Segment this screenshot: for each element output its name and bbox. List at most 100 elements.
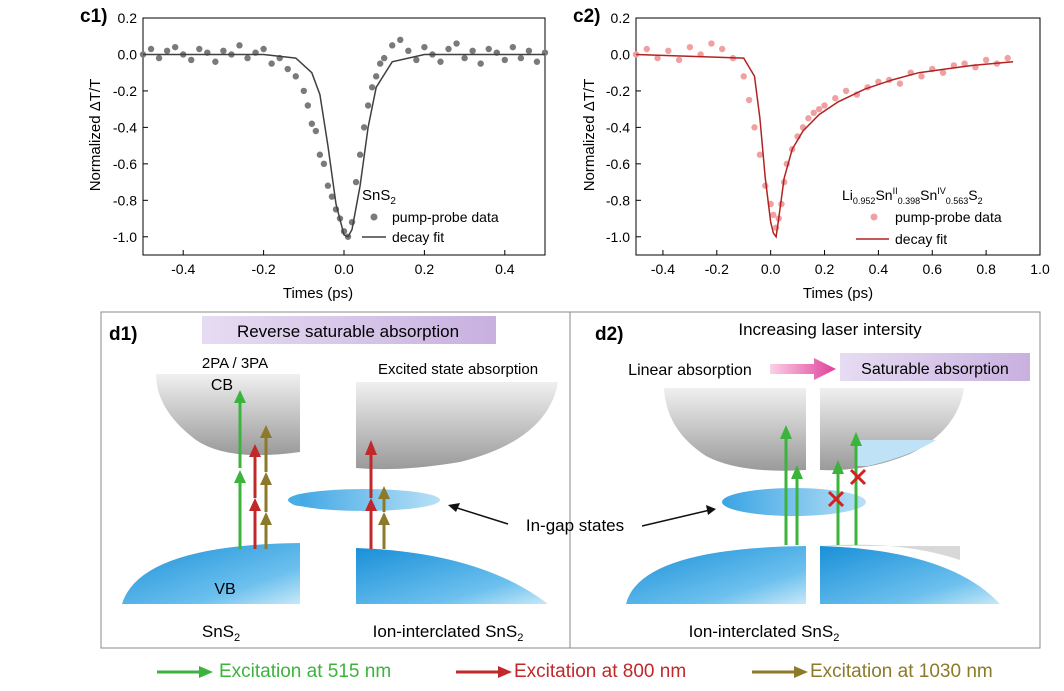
- arrow-1030-right: [378, 486, 390, 549]
- x-tick-label: 0.0: [761, 261, 781, 277]
- arrows-d1: [234, 390, 390, 549]
- label-increasing-intensity: Increasing laser intersity: [738, 320, 922, 339]
- arrow-1030-icon: [752, 666, 808, 678]
- x-tick-label: 0.2: [815, 261, 835, 277]
- arrow-515-2pa: [234, 390, 246, 549]
- legend-marker-data-c2: [870, 213, 878, 221]
- x-tick-label: -0.2: [705, 261, 729, 277]
- data-point: [381, 54, 388, 62]
- x-tick-label: 0.6: [923, 261, 943, 277]
- legend-800: Excitation at 800 nm: [454, 661, 686, 683]
- data-point: [308, 120, 316, 127]
- banner-reverse-saturable-text: Reverse saturable absorption: [237, 322, 459, 341]
- data-point: [708, 40, 715, 47]
- x-axis-label-c1: Times (ps): [283, 285, 353, 302]
- series-decay-fit-c1: [143, 53, 545, 238]
- data-point: [501, 56, 508, 64]
- data-point: [212, 58, 219, 65]
- arrow-800-right: [365, 440, 377, 549]
- y-tick-label: 0.0: [118, 46, 138, 62]
- panel-label-d2: d2): [595, 324, 624, 345]
- x-tick-label: 0.4: [869, 261, 889, 277]
- annotation-c1: SnS2: [362, 187, 396, 207]
- in-gap-states-d1-left: [288, 494, 300, 506]
- conduction-band-right-d1: [356, 382, 558, 470]
- data-point: [155, 54, 163, 62]
- data-point: [842, 87, 850, 95]
- data-point: [188, 56, 195, 64]
- legend-515-label: Excitation at 515 nm: [219, 661, 392, 682]
- data-point: [485, 45, 492, 53]
- data-point: [643, 45, 650, 53]
- data-point: [509, 43, 517, 51]
- y-tick-label: -1.0: [606, 229, 630, 245]
- series-pump-probe-c1: [139, 36, 549, 240]
- data-point: [770, 211, 777, 219]
- legend-marker-data-c1: [370, 213, 378, 221]
- y-tick-label: -1.0: [113, 229, 137, 245]
- valence-band-right-d1: [356, 548, 548, 604]
- y-tick-label: -0.8: [113, 192, 137, 208]
- data-point: [328, 193, 336, 200]
- data-point: [260, 45, 267, 53]
- data-point: [268, 60, 275, 67]
- y-tick-label: 0.2: [611, 10, 631, 26]
- data-point: [675, 56, 683, 64]
- data-point: [815, 105, 823, 113]
- data-point: [939, 69, 947, 76]
- data-point: [461, 54, 468, 62]
- y-tick-label: -0.6: [606, 156, 630, 172]
- legend-1030-label: Excitation at 1030 nm: [810, 661, 993, 682]
- arrow-1030-left: [260, 425, 272, 549]
- data-point: [147, 45, 155, 53]
- data-point: [756, 151, 764, 158]
- annotation-c2: Li0.952SnII0.398SnIV0.563S2: [842, 186, 983, 206]
- data-point: [352, 178, 360, 186]
- label-linear-absorption: Linear absorption: [628, 362, 752, 379]
- y-tick-label: -0.4: [606, 119, 630, 135]
- data-point: [445, 45, 452, 53]
- legend-800-label: Excitation at 800 nm: [514, 661, 687, 682]
- data-point: [437, 58, 444, 65]
- legend-label-data-c1: pump-probe data: [392, 209, 499, 225]
- y-axis-label-c2: Normalized ΔT/T: [581, 79, 598, 192]
- data-point: [751, 124, 758, 131]
- data-point: [686, 43, 694, 51]
- data-point: [163, 47, 171, 55]
- x-tick-label: -0.4: [651, 261, 675, 277]
- data-point: [316, 151, 324, 158]
- pointer-arrows: [448, 503, 716, 527]
- caption-d1-left: SnS2: [202, 622, 240, 644]
- data-point: [356, 151, 364, 158]
- in-gap-states-d1-right: [288, 489, 440, 511]
- data-point: [312, 127, 320, 135]
- depleted-vb-d2: [820, 544, 960, 560]
- valence-band-d2-left: [626, 546, 806, 604]
- x-tick-label: 0.2: [415, 261, 435, 277]
- data-point: [654, 54, 661, 62]
- legend-label-data-c2: pump-probe data: [895, 209, 1002, 225]
- diagram-d: d1) Reverse saturable absorption 2PA / 3…: [100, 311, 1041, 649]
- data-point: [376, 60, 384, 67]
- data-point: [918, 73, 925, 80]
- y-ticks-c2: 0.2 0.0 -0.2 -0.4 -0.6 -0.8 -1.0: [606, 10, 641, 245]
- conduction-band-d2-left: [664, 388, 806, 471]
- data-point: [632, 51, 640, 58]
- legend-label-fit-c2: decay fit: [895, 231, 947, 247]
- chart-c1: c1) 0.20.0-0.2-0.4-0.6-0.8-1.0 -0.4 -0.2 0…: [80, 6, 549, 302]
- data-point: [360, 124, 368, 131]
- label-vb: VB: [214, 581, 235, 598]
- data-point: [745, 96, 753, 104]
- arrow-800-left: [249, 444, 261, 549]
- data-point: [413, 56, 420, 64]
- x-tick-label: 0.0: [334, 261, 354, 277]
- data-point: [292, 73, 299, 80]
- data-point: [961, 60, 968, 67]
- data-point: [453, 40, 460, 47]
- data-point: [718, 45, 726, 53]
- filled-cb-d2: [856, 440, 936, 466]
- data-point: [896, 80, 904, 87]
- data-point: [196, 45, 203, 53]
- valence-band-d2-right: [820, 546, 1000, 604]
- data-point: [389, 42, 396, 49]
